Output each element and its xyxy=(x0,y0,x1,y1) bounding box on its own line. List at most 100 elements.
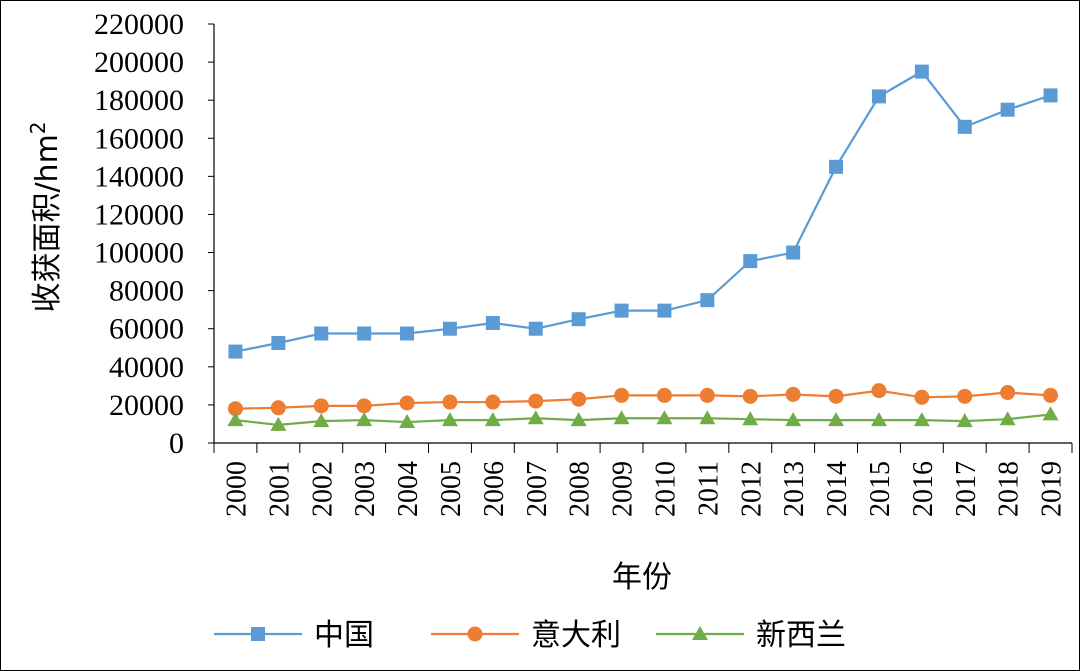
legend-label: 中国 xyxy=(314,618,374,653)
data-point xyxy=(1000,102,1015,117)
y-tick-label: 100000 xyxy=(94,237,184,270)
data-point xyxy=(442,321,457,336)
data-point xyxy=(956,413,973,428)
data-point xyxy=(656,387,672,403)
x-tick-label: 2017 xyxy=(951,461,982,517)
data-point xyxy=(829,159,844,174)
x-tick-label: 2002 xyxy=(307,461,338,517)
data-point xyxy=(699,410,716,425)
legend-label: 意大利 xyxy=(531,618,621,653)
data-point xyxy=(785,412,802,427)
x-tick-label: 2015 xyxy=(865,461,896,517)
y-tick-label: 60000 xyxy=(109,313,184,346)
data-point xyxy=(313,398,329,414)
x-tick-label: 2006 xyxy=(479,461,510,517)
data-point xyxy=(656,410,673,425)
data-point xyxy=(914,389,930,405)
legend: 中国 意大利 新西兰 xyxy=(214,618,846,653)
data-point xyxy=(571,391,587,407)
data-point xyxy=(399,395,415,411)
data-point xyxy=(957,388,973,404)
x-tick-label: 2003 xyxy=(350,461,381,517)
data-point xyxy=(528,393,544,409)
series-line xyxy=(235,413,1051,427)
series-3 xyxy=(227,406,1059,431)
y-tick-label: 120000 xyxy=(94,198,184,231)
y-tick-label: 220000 xyxy=(94,8,184,41)
legend-label: 新西兰 xyxy=(756,618,846,653)
y-tick-label: 160000 xyxy=(94,122,184,155)
legend-item: 中国 xyxy=(214,618,374,653)
data-point xyxy=(528,321,543,336)
x-tick-label: 2013 xyxy=(779,461,810,517)
data-point xyxy=(527,410,544,425)
data-point xyxy=(743,254,758,269)
data-point xyxy=(313,413,330,428)
y-tick-label: 80000 xyxy=(109,275,184,308)
data-point xyxy=(399,414,416,429)
y-tick-label: 140000 xyxy=(94,160,184,193)
data-point xyxy=(613,410,630,425)
x-tick-label: 2012 xyxy=(736,461,767,517)
y-axis-ticks: 0 20000 40000 60000 80000 100000 120000 140000 1… xyxy=(94,8,214,460)
data-point xyxy=(828,412,845,427)
data-point xyxy=(699,387,715,403)
data-point xyxy=(571,312,586,327)
data-point xyxy=(485,394,501,410)
series-1 xyxy=(228,64,1058,359)
data-point xyxy=(742,411,759,426)
data-point xyxy=(614,387,630,403)
y-axis-title: 收获面积/hm2 xyxy=(26,121,65,312)
legend-item: 新西兰 xyxy=(656,618,846,653)
x-tick-label: 2001 xyxy=(264,461,295,517)
data-point xyxy=(913,412,930,427)
data-point xyxy=(786,245,801,260)
x-tick-label: 2008 xyxy=(565,461,596,517)
data-point xyxy=(700,293,715,308)
x-tick-label: 2007 xyxy=(522,461,553,517)
data-point xyxy=(871,383,887,399)
x-tick-label: 2004 xyxy=(393,461,424,517)
y-tick-label: 20000 xyxy=(109,389,184,422)
data-point xyxy=(785,386,801,402)
y-tick-label: 0 xyxy=(169,427,184,460)
data-point xyxy=(400,326,415,341)
data-point xyxy=(314,326,329,341)
data-point xyxy=(271,336,286,351)
data-point xyxy=(614,303,629,318)
data-point xyxy=(270,416,287,431)
data-point xyxy=(1000,385,1016,401)
data-point xyxy=(828,388,844,404)
data-point xyxy=(357,326,372,341)
data-point xyxy=(742,388,758,404)
data-point xyxy=(1042,406,1059,421)
data-point xyxy=(870,412,887,427)
data-point xyxy=(227,412,244,427)
x-tick-label: 2016 xyxy=(908,461,939,517)
y-tick-label: 200000 xyxy=(94,46,184,79)
x-tick-label: 2011 xyxy=(693,461,724,516)
x-tick-label: 2018 xyxy=(994,461,1025,517)
x-tick-label: 2014 xyxy=(822,461,853,517)
x-tick-label: 2005 xyxy=(436,461,467,517)
data-point xyxy=(441,412,458,427)
data-point xyxy=(871,89,886,104)
y-tick-label: 40000 xyxy=(109,351,184,384)
y-tick-label: 180000 xyxy=(94,84,184,117)
data-point xyxy=(356,412,373,427)
x-tick-label: 2000 xyxy=(221,461,252,517)
legend-marker xyxy=(467,626,483,642)
y-axis-title-superscript: 2 xyxy=(26,121,50,134)
data-point xyxy=(657,303,672,318)
plot-area xyxy=(213,24,1072,444)
data-point xyxy=(485,316,500,331)
data-point xyxy=(484,412,501,427)
series-layer xyxy=(227,64,1059,431)
legend-marker xyxy=(251,627,265,641)
x-tick-label: 2010 xyxy=(650,461,681,517)
data-point xyxy=(570,412,587,427)
data-point xyxy=(356,398,372,414)
data-point xyxy=(1043,387,1059,403)
